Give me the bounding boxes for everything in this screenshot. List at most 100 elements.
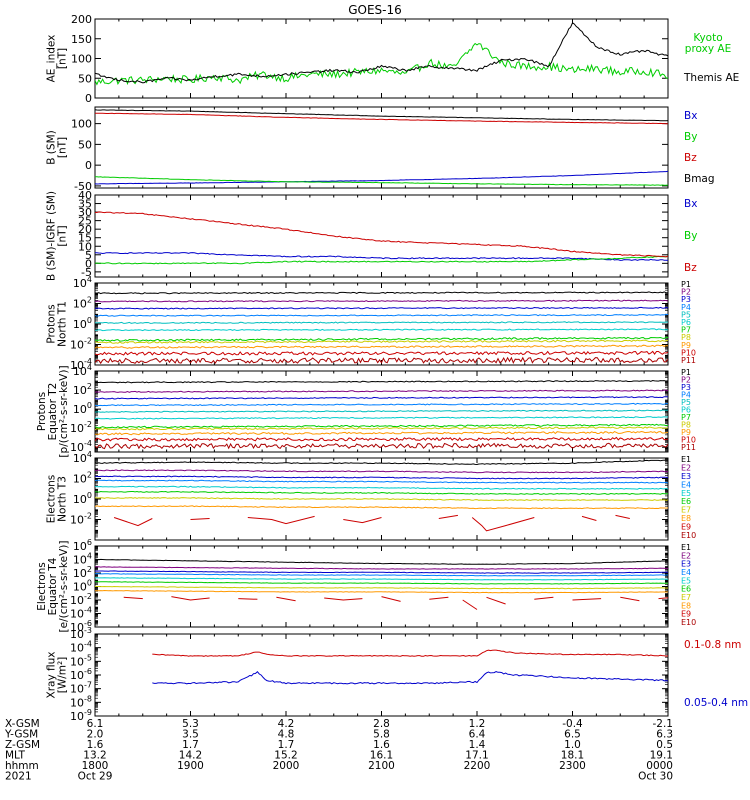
legend-entry: E9 [681, 610, 691, 619]
x-axis-value: 14.2 [179, 750, 202, 762]
legend-entry: P6 [681, 318, 691, 327]
y-tick-label: 150 [71, 33, 92, 46]
x-axis-value: 6.4 [469, 729, 486, 741]
plot-area [95, 291, 668, 365]
legend-entry: P10 [681, 348, 696, 357]
legend-entry: Bmag [684, 173, 715, 185]
series-line-0-1-0-8-nm [152, 649, 668, 657]
x-axis-value: 17.1 [465, 750, 488, 762]
series-line-p2 [95, 389, 668, 393]
plot-area [152, 649, 668, 685]
x-axis-value: 5.8 [373, 729, 390, 741]
legend-entry: P4 [681, 391, 691, 400]
series-line-s1 [95, 176, 668, 186]
x-axis-value: 1.0 [564, 739, 581, 751]
series-fragment-e9 [238, 598, 258, 600]
series-line-p5 [95, 321, 668, 324]
series-line-s2 [95, 211, 668, 258]
legend-entry: E8 [681, 514, 691, 523]
y-axis-label: [W/m²] [57, 657, 69, 694]
legend-entry: P2 [681, 376, 691, 385]
y-tick-label: 104 [73, 450, 92, 465]
series-line-e5 [95, 485, 668, 490]
y-tick-label: 20 [78, 223, 92, 236]
x-axis-value: -2.1 [653, 718, 674, 730]
series-line-p1 [95, 379, 668, 384]
series-fragment-e9 [534, 596, 554, 600]
legend-entry: P3 [681, 295, 691, 304]
series-fragment-e9 [438, 514, 458, 519]
x-axis-value: 5.3 [182, 718, 199, 730]
panel-frame [94, 18, 669, 99]
y-tick-label: 50 [78, 138, 92, 151]
series-line-p10 [95, 436, 668, 442]
x-axis-value: 2200 [464, 760, 491, 772]
panel-frame [94, 545, 669, 628]
plot-area [95, 459, 668, 532]
series-line-0-05-0-4-nm [152, 670, 668, 685]
y-axis-label: [nT] [57, 48, 69, 69]
y-tick-label: 100 [73, 401, 92, 416]
x-axis-row-label: MLT [5, 750, 25, 762]
y-tick-label: 35 [78, 198, 92, 211]
y-tick-label: 102 [73, 296, 92, 311]
plot-area [95, 211, 668, 265]
series-line-e3 [95, 475, 668, 480]
series-line-p3 [95, 306, 668, 310]
x-axis-value: 6.3 [656, 729, 673, 741]
legend-entry: By [684, 230, 697, 242]
legend-entry: E9 [681, 523, 691, 532]
x-axis-value: 13.2 [83, 750, 106, 762]
x-axis-value: 2000 [273, 760, 300, 772]
plot-area [95, 558, 668, 610]
x-axis-value: 0000 [646, 760, 673, 772]
panel-6: 10-2 100 102 104 Electrons North T3 E1E2E3E4E5… [46, 450, 696, 541]
legend-entry: P10 [681, 436, 696, 445]
legend-entry: proxy AE [685, 43, 731, 55]
series-line-e6 [95, 581, 668, 585]
y-axis-label: [e/(cm²-s-sr-keV)] [58, 541, 70, 633]
legend-entry: P4 [681, 303, 691, 312]
series-fragment-e9 [486, 596, 506, 605]
x-axis-value: 4.8 [278, 729, 295, 741]
legend-entry: P5 [681, 310, 691, 319]
series-line-p3 [95, 396, 668, 400]
x-axis-value: 2300 [559, 760, 586, 772]
x-axis-value: Oct 30 [638, 771, 673, 783]
x-axis-value: 2.0 [87, 729, 104, 741]
y-tick-label: 100 [73, 491, 92, 506]
series-line-p9 [95, 344, 668, 349]
legend-entry: P8 [681, 421, 691, 430]
series-fragment-e9 [615, 514, 630, 519]
legend-entry: P1 [681, 280, 691, 289]
x-axis-row-label: 2021 [5, 771, 32, 783]
series-line-e1 [95, 459, 668, 466]
y-axis-label: Xray flux [46, 652, 58, 699]
plot-area [95, 109, 668, 186]
y-tick-label: 30 [78, 206, 92, 219]
x-axis-value: 4.2 [278, 718, 295, 730]
y-tick-label: 50 [78, 72, 92, 85]
y-axis-label: B (SM)-IGRF (SM) [46, 191, 58, 281]
x-axis-value: 0.5 [656, 739, 673, 751]
x-axis-value: 1800 [82, 760, 109, 772]
y-tick-label: 100 [73, 316, 92, 331]
series-fragment-e9 [620, 596, 640, 602]
legend-entry: E5 [681, 576, 691, 585]
series-fragment-e9 [572, 598, 602, 601]
y-tick-label: 0 [85, 257, 92, 270]
x-axis-value: 19.1 [650, 750, 673, 762]
legend-entry: E4 [681, 480, 691, 489]
series-fragment-e9 [381, 596, 401, 602]
x-axis-row-label: hhmm [5, 760, 39, 772]
y-axis-label: [nT] [57, 225, 69, 246]
series-line-p8 [95, 426, 668, 431]
legend-entry: P5 [681, 398, 691, 407]
series-line-e8 [95, 505, 668, 510]
legend-entry: E4 [681, 568, 691, 577]
legend-entry: P9 [681, 428, 691, 437]
legend-entry: 0.05-0.4 nm [684, 697, 748, 709]
